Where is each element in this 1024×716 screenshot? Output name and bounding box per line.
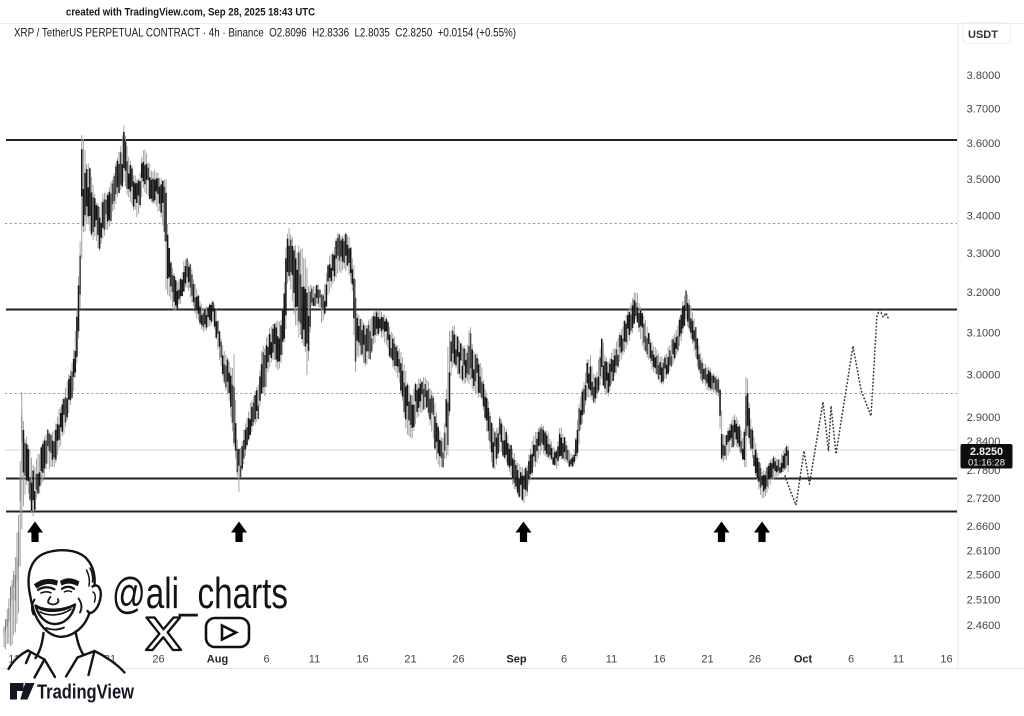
svg-text:01:16:28: 01:16:28 [968,458,1005,469]
svg-text:XRP / TetherUS PERPETUAL CONTR: XRP / TetherUS PERPETUAL CONTRACT · 4h ·… [14,26,516,40]
svg-text:created with TradingView.com,: created with TradingView.com, Sep 28, 20… [66,7,315,19]
svg-text:3.4000: 3.4000 [967,210,1001,222]
svg-text:Sep: Sep [506,654,526,666]
svg-text:26: 26 [452,654,464,666]
svg-text:3.0000: 3.0000 [967,369,1001,381]
svg-text:3.7000: 3.7000 [967,103,1001,115]
svg-text:3.1000: 3.1000 [967,327,1001,339]
svg-text:2.5600: 2.5600 [967,569,1001,581]
svg-text:21: 21 [404,654,416,666]
svg-text:Oct: Oct [794,654,813,666]
svg-text:16: 16 [356,654,368,666]
svg-text:6: 6 [263,654,269,666]
svg-text:6: 6 [848,654,854,666]
svg-text:2.6100: 2.6100 [967,545,1001,557]
svg-text:2.9000: 2.9000 [967,412,1001,424]
svg-text:16: 16 [940,654,952,666]
svg-text:3.6000: 3.6000 [967,138,1001,150]
svg-text:TradingView: TradingView [37,681,134,704]
svg-text:11: 11 [606,654,617,666]
svg-text:26: 26 [749,654,761,666]
svg-text:16: 16 [653,654,665,666]
svg-text:2.6600: 2.6600 [967,521,1001,533]
svg-text:21: 21 [701,654,713,666]
svg-text:3.5000: 3.5000 [967,174,1001,186]
svg-text:3.3000: 3.3000 [967,248,1001,260]
svg-text:11: 11 [309,654,320,666]
svg-text:USDT: USDT [968,29,998,41]
svg-text:3.8000: 3.8000 [967,70,1001,82]
svg-text:2.5100: 2.5100 [967,594,1001,606]
svg-text:Aug: Aug [207,654,228,666]
svg-text:2.4600: 2.4600 [967,620,1001,632]
svg-text:11: 11 [893,654,904,666]
svg-text:26: 26 [152,654,164,666]
svg-text:2.8250: 2.8250 [970,446,1003,458]
svg-text:6: 6 [561,654,567,666]
svg-text:2.7200: 2.7200 [967,493,1001,505]
svg-text:@ali_charts: @ali_charts [112,569,288,618]
svg-text:3.2000: 3.2000 [967,287,1001,299]
